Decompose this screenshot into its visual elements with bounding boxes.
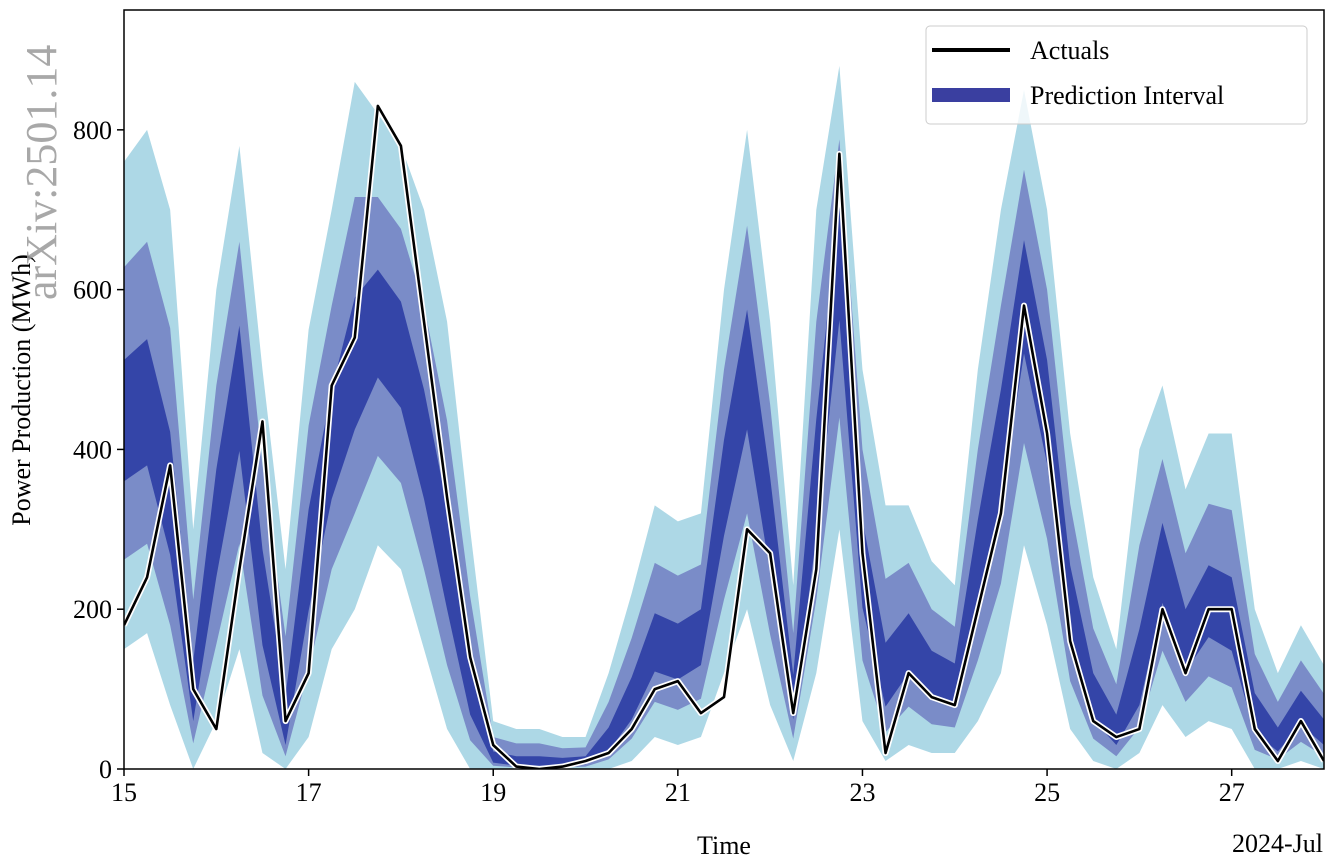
x-tick-label: 27 [1219, 778, 1245, 807]
watermark: arXiv:2501.14 [17, 45, 66, 300]
line [124, 104, 1324, 769]
legend-label: Prediction Interval [1030, 81, 1224, 110]
y-tick-label: 800 [73, 116, 112, 145]
y-tick-label: 200 [73, 595, 112, 624]
y-tick-label: 0 [99, 755, 112, 784]
x-tick-label: 19 [480, 778, 506, 807]
x-offset-label: 2024-Jul [1232, 829, 1323, 858]
x-tick-label: 15 [111, 778, 137, 807]
interval-band [124, 203, 1324, 766]
plot-area [124, 65, 1324, 769]
x-axis-label: Time [697, 831, 751, 860]
x-tick-label: 17 [296, 778, 322, 807]
y-tick-label: 600 [73, 276, 112, 305]
legend-swatch [932, 88, 1010, 102]
x-tick-label: 21 [665, 778, 691, 807]
legend: Actuals Prediction Interval [925, 25, 1308, 125]
x-tick-label: 23 [849, 778, 875, 807]
legend-box [925, 25, 1308, 125]
x-tick-label: 25 [1034, 778, 1060, 807]
legend-label: Actuals [1030, 36, 1109, 65]
axes-frame [123, 9, 1325, 770]
y-axis-label: Power Production (MWh) [7, 254, 36, 526]
y-tick-label: 400 [73, 435, 112, 464]
